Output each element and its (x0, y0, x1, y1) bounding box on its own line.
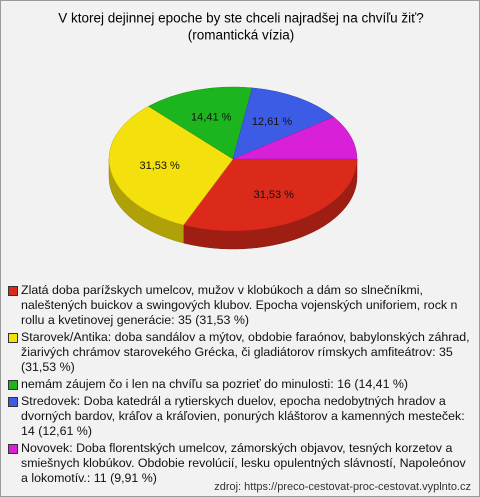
legend-item: Zlatá doba parížskych umelcov, mužov v k… (8, 283, 470, 328)
legend-label: Stredovek: Doba katedrál a rytierskych d… (21, 394, 465, 438)
legend-item: Starovek/Antika: doba sandálov a mýtov, … (8, 330, 470, 375)
slice (108, 106, 234, 226)
legend: Zlatá doba parížskych umelcov, mužov v k… (8, 283, 470, 488)
slice (183, 158, 358, 232)
legend-item: nemám záujem čo i len na chvíľu sa pozri… (8, 377, 470, 392)
data-label: 14,41 % (191, 112, 232, 124)
chart: V ktorej dejinnej epoche by ste chceli n… (58, 11, 424, 250)
slice (232, 87, 335, 160)
legend-swatch (8, 333, 18, 343)
legend-swatch (8, 286, 18, 296)
slice (147, 86, 253, 160)
legend-item: Stredovek: Doba katedrál a rytierskych d… (8, 394, 470, 439)
legend-label: nemám záujem čo i len na chvíľu sa pozri… (21, 377, 409, 391)
chart-title: V ktorej dejinnej epoche by ste chceli n… (58, 11, 423, 26)
data-label: 12,61 % (252, 116, 293, 128)
data-label: 31,53 % (139, 160, 180, 172)
source: zdroj: https://preco-cestovat-proc-cesto… (214, 481, 471, 493)
legend-swatch (8, 397, 18, 407)
data-label: 31,53 % (254, 189, 295, 201)
legend-swatch (8, 380, 18, 390)
legend-swatch (8, 444, 18, 454)
legend-item: Novovek: Doba florentských umelcov, zámo… (8, 441, 470, 486)
legend-label: Zlatá doba parížskych umelcov, mužov v k… (21, 283, 458, 327)
chart-subtitle: (romantická vízia) (188, 28, 295, 43)
legend-label: Novovek: Doba florentských umelcov, zámo… (21, 441, 466, 485)
slice (232, 116, 358, 160)
legend-label: Starovek/Antika: doba sandálov a mýtov, … (21, 330, 470, 374)
